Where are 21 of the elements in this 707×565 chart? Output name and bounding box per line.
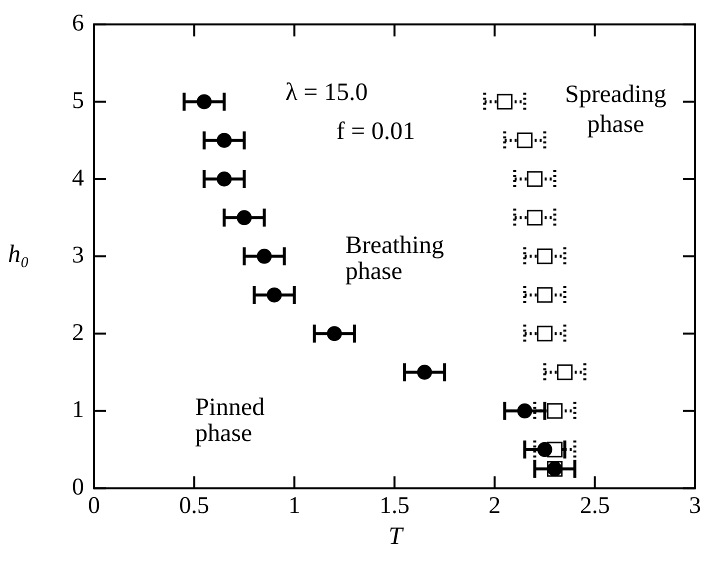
y-tick-label: 5 [72, 88, 84, 114]
x-tick-label: 3 [689, 492, 701, 519]
y-tick-label: 2 [72, 320, 84, 346]
x-axis-title: T [388, 523, 402, 550]
annotation: λ = 15.0 [284, 79, 369, 106]
annotation: Pinned phase [194, 394, 266, 448]
x-tick-label: 2 [488, 492, 501, 519]
x-tick-label: 1.5 [380, 492, 410, 519]
y-tick-label: 4 [72, 165, 84, 192]
x-tick-label: 0 [88, 492, 100, 519]
annotation: f = 0.01 [335, 118, 416, 146]
annotation: Breathing phase [344, 232, 445, 286]
y-tick-label: 1 [72, 397, 84, 424]
x-tick-label: 1 [288, 492, 300, 519]
y-tick-label: 6 [72, 10, 84, 37]
x-tick-label: 0.5 [179, 492, 210, 519]
x-tick-label: 2.5 [580, 492, 610, 519]
annotation: Spreading phase [564, 80, 668, 140]
y-axis-title: h₀ [8, 241, 30, 268]
y-tick-label: 3 [72, 242, 84, 269]
y-tick-label: 0 [72, 474, 84, 500]
